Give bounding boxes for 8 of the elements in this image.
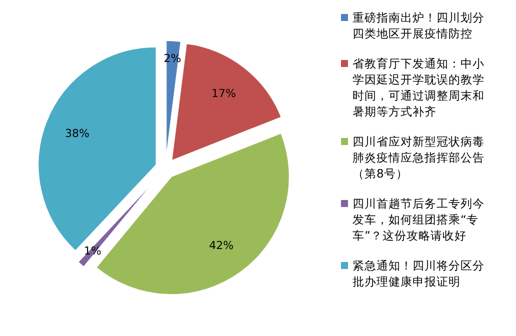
data-label: 17% (211, 86, 236, 100)
legend-label: 重磅指南出炉！四川划分四类地区开展疫情防控 (352, 10, 484, 40)
data-label: 42% (209, 238, 234, 252)
legend-label: 四川首趟节后务工专列今发车，如何组团搭乘“专车”？这份攻略请收好 (352, 196, 484, 242)
data-label: 38% (64, 127, 90, 140)
legend-label: 省教育厅下发通知：中小学因延迟开学耽误的教学时间，可通过调整周末和暑期等方式补齐 (352, 56, 484, 118)
legend-label: 四川省应对新型冠状病毒肺炎疫情应急指挥部公告（第8号） (352, 134, 484, 180)
legend-label: 紧急通知！四川将分区分批办理健康申报证明 (352, 258, 484, 288)
